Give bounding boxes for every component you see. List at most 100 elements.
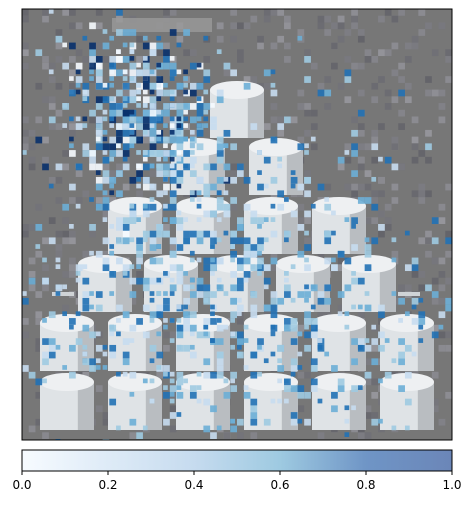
noise-pixel	[304, 237, 311, 244]
overlay-pixel	[405, 264, 412, 271]
overlay-pixel	[42, 352, 49, 359]
noise-pixel	[56, 110, 63, 117]
overlay-pixel	[136, 96, 141, 101]
overlay-pixel	[56, 36, 63, 43]
overlay-pixel	[190, 278, 195, 283]
overlay-pixel	[156, 244, 161, 249]
noise-pixel	[250, 432, 257, 439]
overlay-pixel	[109, 137, 116, 144]
overlay-pixel	[371, 237, 378, 244]
overlay-pixel	[190, 137, 195, 142]
overlay-pixel	[170, 96, 175, 101]
overlay-pixel	[230, 271, 237, 278]
overlay-pixel	[109, 352, 116, 359]
overlay-pixel	[116, 426, 121, 431]
overlay-pixel	[197, 332, 204, 339]
noise-pixel	[264, 123, 271, 130]
overlay-pixel	[210, 123, 217, 130]
overlay-pixel	[351, 143, 358, 150]
overlay-pixel	[103, 237, 110, 244]
overlay-pixel	[116, 258, 123, 265]
noise-pixel	[177, 90, 184, 97]
overlay-pixel	[271, 291, 278, 298]
noise-pixel	[56, 197, 63, 204]
overlay-pixel	[96, 130, 101, 135]
overlay-pixel	[82, 36, 87, 41]
noise-pixel	[76, 22, 83, 29]
overlay-pixel	[371, 358, 378, 365]
overlay-pixel	[331, 365, 338, 372]
noise-pixel	[432, 258, 439, 265]
overlay-pixel	[284, 399, 289, 404]
noise-pixel	[358, 130, 365, 137]
overlay-pixel	[163, 231, 170, 238]
noise-pixel	[35, 83, 42, 90]
overlay-pixel	[143, 164, 150, 171]
overlay-pixel	[304, 392, 311, 399]
overlay-pixel	[163, 164, 170, 171]
overlay-pixel	[338, 379, 345, 386]
overlay-pixel	[203, 284, 210, 291]
noise-pixel	[331, 63, 338, 70]
overlay-pixel	[217, 197, 224, 204]
overlay-pixel	[35, 224, 42, 231]
overlay-pixel	[257, 224, 262, 229]
overlay-pixel	[250, 399, 257, 406]
noise-pixel	[29, 224, 36, 231]
overlay-pixel	[250, 419, 257, 426]
overlay-pixel	[217, 177, 224, 184]
overlay-pixel	[183, 298, 190, 305]
noise-pixel	[170, 244, 177, 251]
noise-pixel	[62, 9, 69, 16]
overlay-pixel	[351, 130, 358, 137]
overlay-pixel	[197, 177, 204, 184]
overlay-pixel	[130, 177, 137, 184]
overlay-pixel	[291, 338, 298, 345]
overlay-pixel	[304, 325, 309, 330]
overlay-pixel	[89, 251, 94, 256]
noise-pixel	[29, 164, 36, 171]
overlay-pixel	[210, 305, 215, 310]
overlay-pixel	[143, 123, 150, 130]
overlay-pixel	[163, 143, 168, 148]
overlay-pixel	[210, 271, 215, 276]
overlay-pixel	[277, 365, 284, 372]
overlay-pixel	[123, 231, 130, 238]
overlay-pixel	[136, 170, 143, 177]
overlay-pixel	[351, 150, 358, 157]
overlay-pixel	[96, 76, 103, 83]
noise-pixel	[42, 237, 49, 244]
overlay-pixel	[224, 130, 231, 137]
overlay-pixel	[150, 291, 155, 296]
noise-pixel	[439, 332, 446, 339]
noise-pixel	[425, 130, 432, 137]
overlay-pixel	[96, 345, 103, 352]
overlay-pixel	[378, 311, 385, 318]
overlay-pixel	[257, 372, 262, 377]
noise-pixel	[264, 16, 271, 23]
noise-pixel	[418, 190, 425, 197]
overlay-pixel	[190, 311, 197, 318]
noise-pixel	[69, 9, 76, 16]
overlay-pixel	[130, 204, 135, 209]
overlay-pixel	[150, 103, 157, 110]
noise-pixel	[29, 143, 36, 150]
noise-pixel	[378, 76, 385, 83]
overlay-pixel	[291, 372, 296, 377]
overlay-pixel	[130, 69, 137, 76]
overlay-pixel	[82, 352, 87, 357]
overlay-pixel	[304, 244, 311, 251]
noise-pixel	[358, 63, 365, 70]
overlay-pixel	[170, 170, 177, 177]
overlay-pixel	[217, 49, 222, 54]
overlay-pixel	[109, 96, 114, 101]
overlay-pixel	[177, 332, 184, 339]
overlay-pixel	[418, 311, 425, 318]
overlay-pixel	[156, 170, 163, 177]
overlay-pixel	[156, 365, 161, 370]
overlay-pixel	[109, 150, 116, 157]
overlay-pixel	[183, 90, 188, 95]
overlay-pixel	[42, 278, 49, 285]
overlay-pixel	[103, 117, 108, 122]
overlay-pixel	[130, 217, 137, 224]
